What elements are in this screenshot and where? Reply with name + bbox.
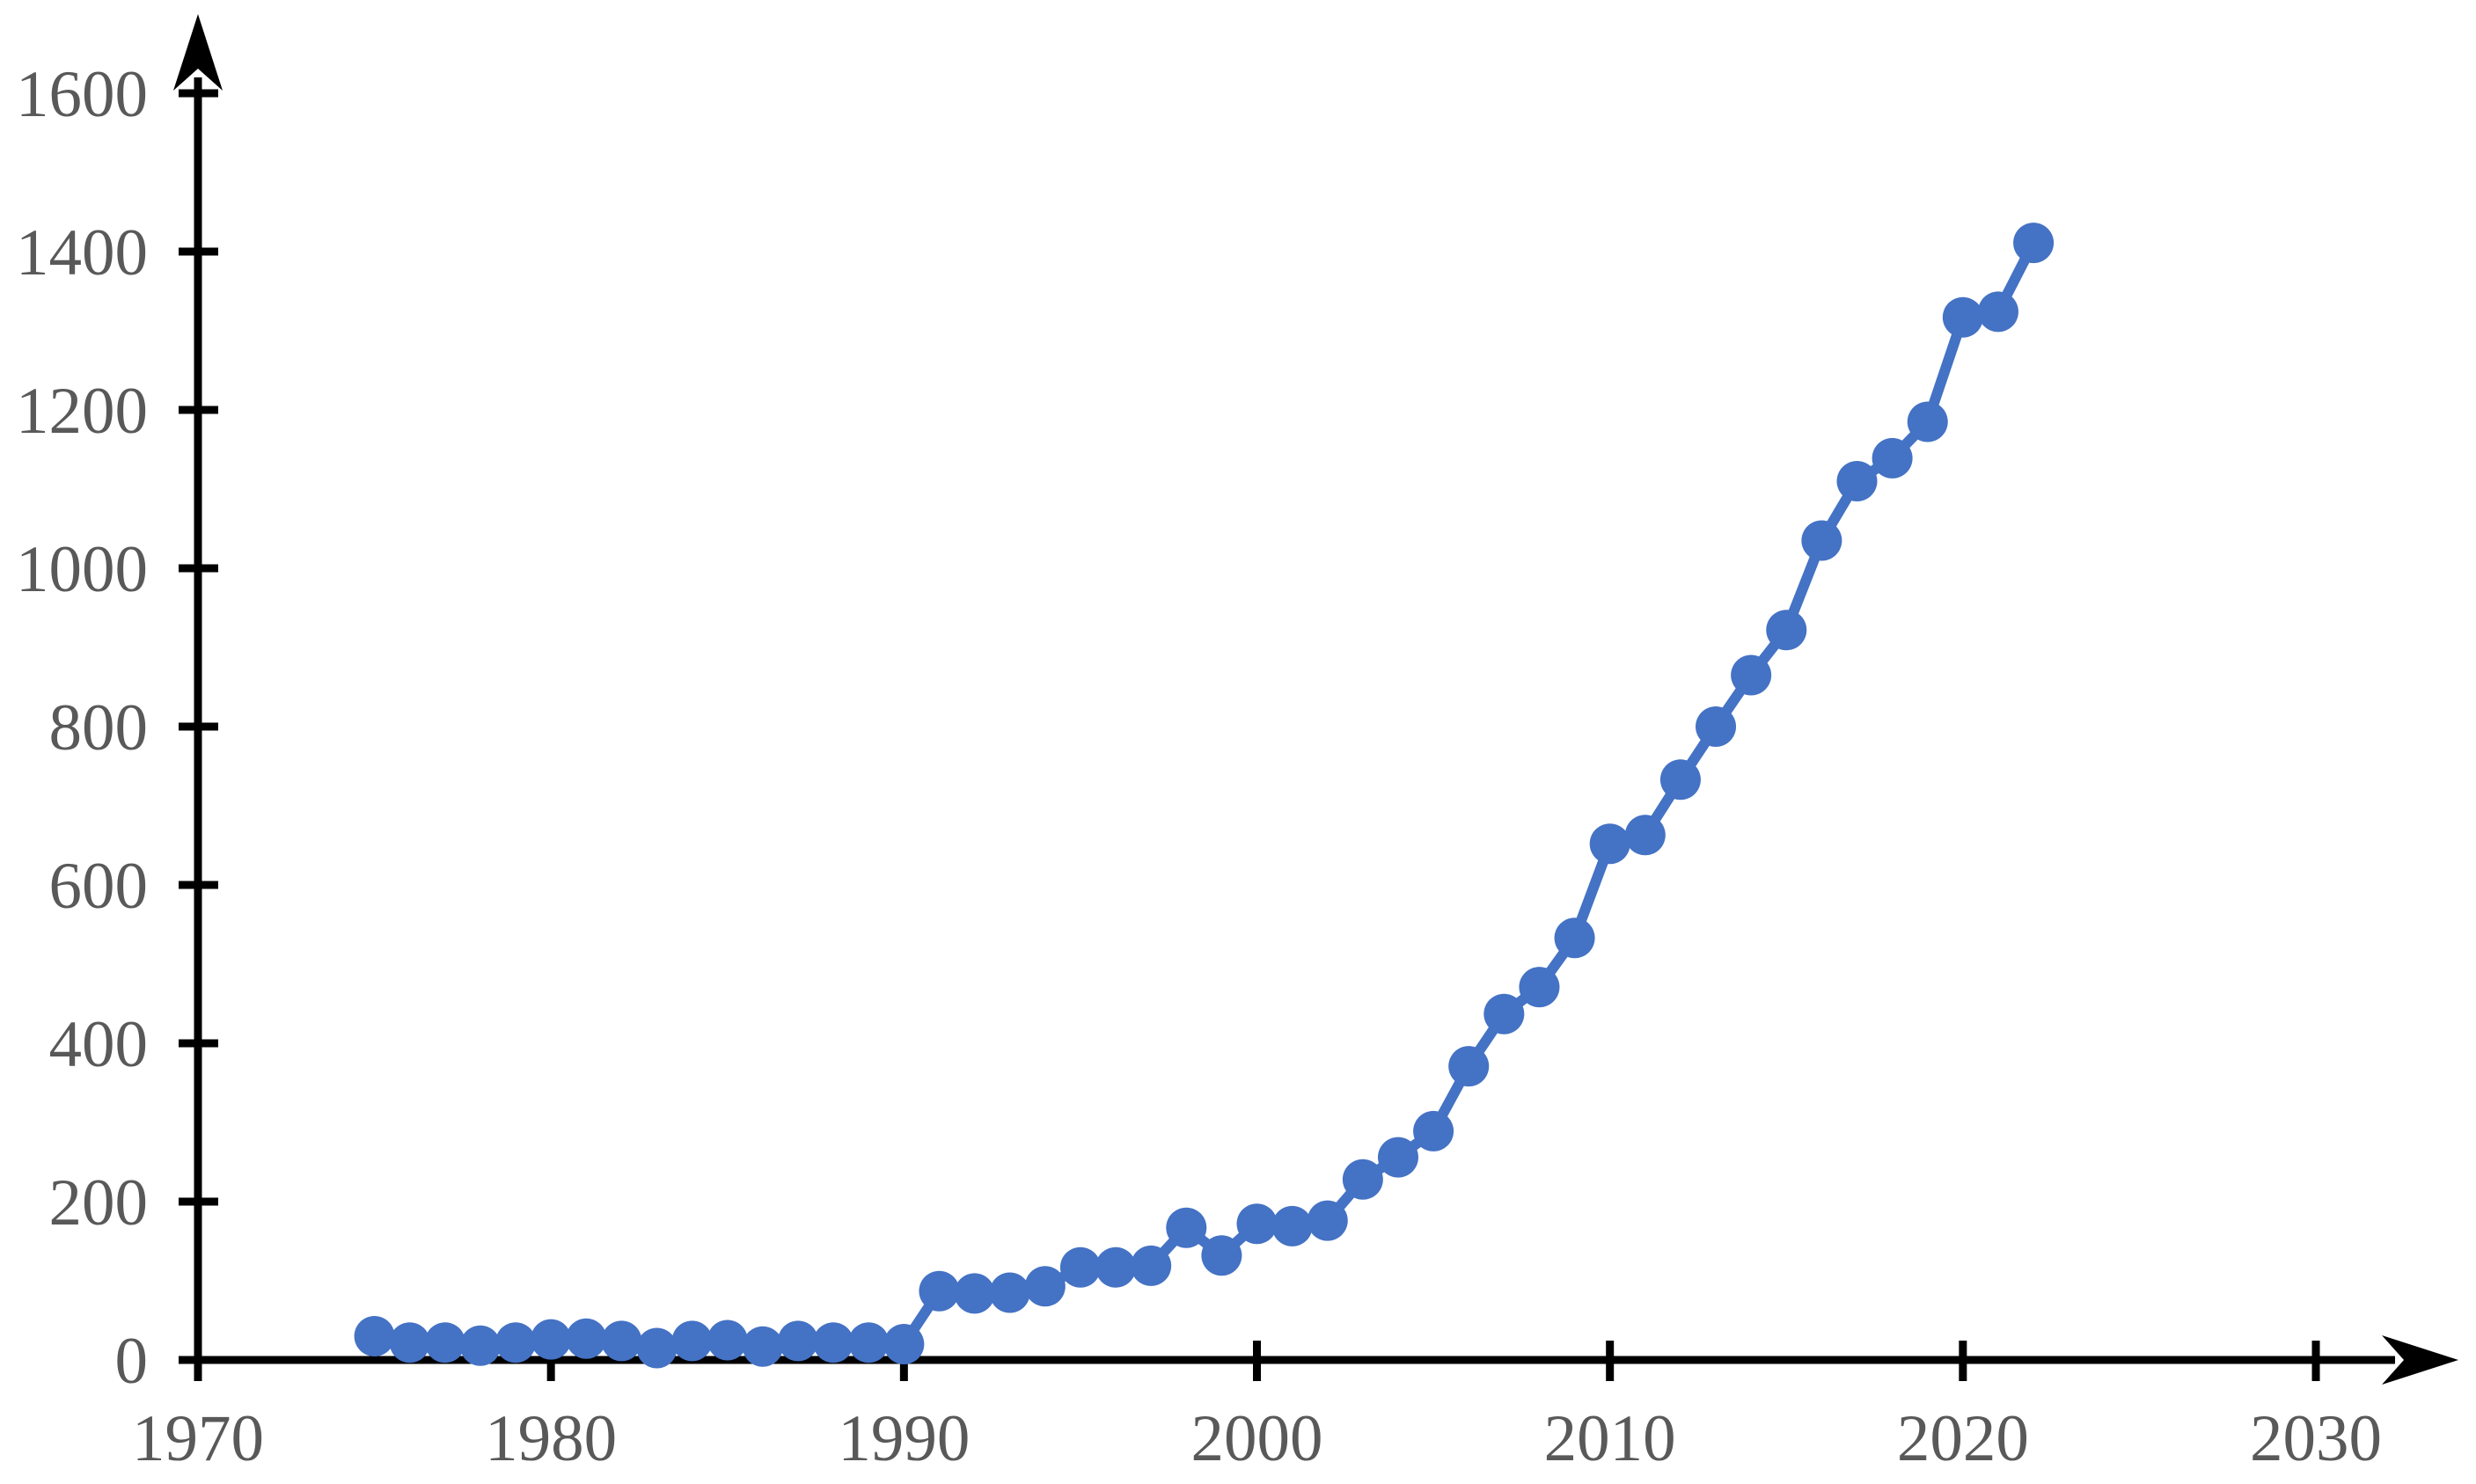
axis-ticks xyxy=(179,89,2320,1381)
data-point-1975 xyxy=(354,1316,395,1356)
x-tick-label-1970: 1970 xyxy=(132,1402,264,1475)
y-tick-label-200: 200 xyxy=(49,1166,149,1239)
series-line xyxy=(373,240,2039,1354)
data-point-1999 xyxy=(1201,1235,1242,1276)
axis-tick-labels: 0 200 400 600 800 1000 1200 1400 1600 1970 1980 199… xyxy=(16,58,2382,1475)
data-point-2018 xyxy=(1872,437,1913,479)
data-point-1997 xyxy=(1131,1245,1172,1286)
data-point-1994 xyxy=(1024,1266,1066,1307)
x-tick-label-2000: 2000 xyxy=(1191,1402,1323,1475)
data-point-1982 xyxy=(601,1320,642,1362)
data-point-2003 xyxy=(1342,1159,1383,1200)
data-point-1976 xyxy=(389,1322,430,1363)
data-point-1998 xyxy=(1166,1207,1207,1248)
data-point-2022 xyxy=(2013,223,2055,264)
data-point-2006 xyxy=(1448,1046,1490,1087)
data-point-1984 xyxy=(671,1320,713,1362)
data-point-2013 xyxy=(1696,706,1737,747)
data-point-2010 xyxy=(1589,823,1630,865)
data-point-1991 xyxy=(919,1270,960,1312)
data-point-2021 xyxy=(1977,291,2018,333)
x-tick-label-2010: 2010 xyxy=(1544,1402,1676,1475)
data-point-2015 xyxy=(1766,610,1807,651)
data-point-2008 xyxy=(1519,967,1560,1008)
x-tick-label-2020: 2020 xyxy=(1897,1402,2029,1475)
data-point-2004 xyxy=(1377,1137,1418,1178)
y-tick-label-800: 800 xyxy=(49,691,149,764)
data-point-2007 xyxy=(1483,993,1525,1034)
data-point-1996 xyxy=(1095,1246,1137,1288)
x-tick-label-1990: 1990 xyxy=(838,1402,970,1475)
data-point-1978 xyxy=(459,1325,501,1366)
y-tick-label-1400: 1400 xyxy=(16,216,148,289)
data-point-1977 xyxy=(424,1322,465,1363)
data-point-2011 xyxy=(1624,815,1666,856)
data-point-2012 xyxy=(1659,759,1701,800)
data-point-1987 xyxy=(777,1320,818,1362)
data-point-2020 xyxy=(1942,296,1983,338)
y-tick-label-400: 400 xyxy=(49,1008,149,1081)
data-point-2000 xyxy=(1236,1203,1278,1245)
data-point-1979 xyxy=(495,1322,537,1363)
y-tick-label-600: 600 xyxy=(49,850,149,923)
data-point-1992 xyxy=(954,1273,995,1314)
data-point-1981 xyxy=(566,1318,607,1359)
y-tick-label-1200: 1200 xyxy=(16,375,148,448)
data-point-1988 xyxy=(813,1322,854,1363)
data-point-2016 xyxy=(1801,520,1842,561)
y-axis-arrowhead-icon xyxy=(173,14,223,91)
x-tick-label-2030: 2030 xyxy=(2250,1402,2382,1475)
data-point-1989 xyxy=(848,1322,890,1363)
data-point-2014 xyxy=(1731,654,1772,696)
data-point-2009 xyxy=(1554,917,1595,959)
data-point-1980 xyxy=(531,1319,572,1360)
data-point-2019 xyxy=(1907,401,1948,442)
y-tick-label-1000: 1000 xyxy=(16,533,148,606)
data-point-1983 xyxy=(636,1327,678,1369)
data-point-2005 xyxy=(1413,1110,1454,1151)
data-point-1990 xyxy=(883,1324,925,1364)
y-tick-label-0: 0 xyxy=(115,1325,149,1398)
data-point-2001 xyxy=(1271,1205,1313,1246)
data-point-2017 xyxy=(1836,461,1878,501)
x-tick-label-1980: 1980 xyxy=(485,1402,617,1475)
data-point-1995 xyxy=(1059,1246,1101,1288)
x-axis-arrowhead-icon xyxy=(2382,1335,2458,1385)
axes xyxy=(173,14,2458,1385)
data-point-1985 xyxy=(707,1320,748,1361)
data-series xyxy=(354,223,2055,1369)
data-point-2002 xyxy=(1307,1200,1348,1241)
y-tick-label-1600: 1600 xyxy=(16,58,148,131)
data-point-1986 xyxy=(742,1326,783,1367)
data-point-1993 xyxy=(989,1272,1030,1313)
